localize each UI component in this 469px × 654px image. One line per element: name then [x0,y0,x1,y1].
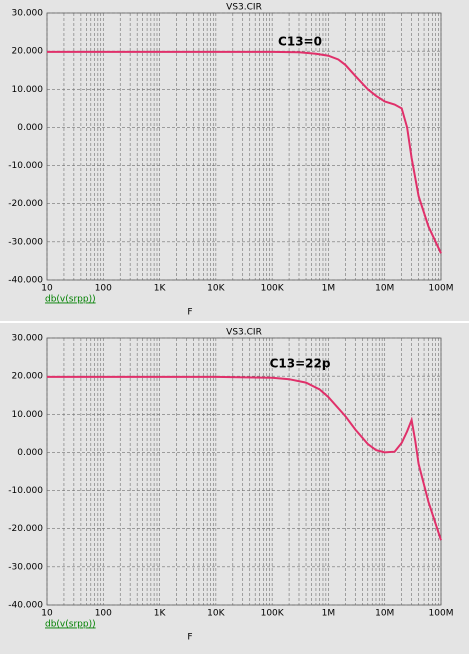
y-tick-label: -40.000 [8,601,43,611]
y-tick-label: 30.000 [12,9,44,19]
x-tick-label: 100K [261,609,285,619]
y-tick-label: 10.000 [12,410,44,420]
x-tick-label: 1K [154,609,167,619]
y-tick-label: 20.000 [12,47,44,57]
legend-entry: db(v(srpp)) [45,620,96,630]
y-tick-label: -20.000 [8,524,43,534]
y-tick-label: 30.000 [12,334,44,344]
x-tick-label: 100K [261,284,285,294]
y-tick-label: -20.000 [8,199,43,209]
series-line [47,375,442,541]
y-tick-label: -10.000 [8,161,43,171]
y-tick-label: 0.000 [17,123,43,133]
x-tick-label: 100 [95,284,112,294]
x-tick-label: 100M [429,609,454,619]
x-tick-label: 100M [429,284,454,294]
x-axis-label: F [187,633,192,643]
plot-frame [46,12,442,281]
x-tick-label: 1M [322,609,336,619]
y-tick-label: 20.000 [12,372,44,382]
x-tick-label: 10 [41,284,53,294]
y-tick-label: -40.000 [8,276,43,286]
legend-entry: db(v(srpp)) [45,295,96,305]
x-tick-label: 10M [375,284,394,294]
chart-title: VS3.CIR [226,3,262,13]
y-tick-label: -30.000 [8,562,43,572]
y-tick-label: -10.000 [8,486,43,496]
y-tick-label: -30.000 [8,237,43,247]
x-tick-label: 10M [375,609,394,619]
x-tick-label: 100 [95,609,112,619]
x-tick-label: 1K [154,284,167,294]
x-tick-label: 1M [322,284,336,294]
chart-title: VS3.CIR [226,328,262,338]
y-tick-label: 0.000 [17,448,43,458]
x-tick-label: 10K [207,609,225,619]
plot-frame [46,337,442,606]
x-tick-label: 10K [207,284,225,294]
annotation: C13=0 [278,35,322,49]
x-tick-label: 10 [41,609,53,619]
x-axis-label: F [187,308,192,318]
series-line [47,50,442,254]
annotation: C13=22p [270,357,331,371]
y-tick-label: 10.000 [12,85,44,95]
